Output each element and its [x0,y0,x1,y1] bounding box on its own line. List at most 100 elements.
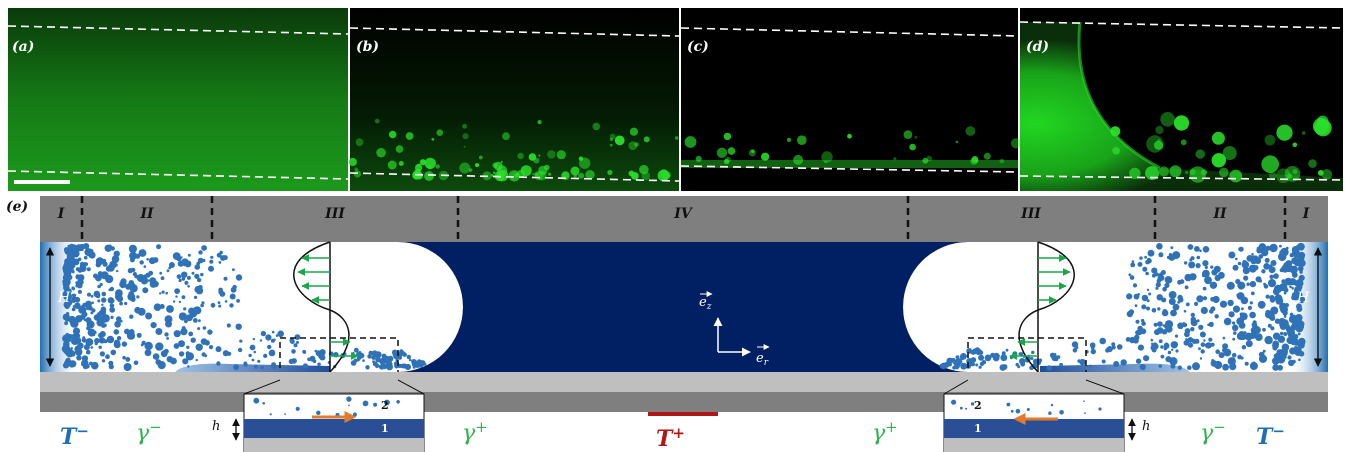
droplet [150,322,157,329]
droplet [1250,255,1256,262]
droplet [101,306,106,311]
inset-droplet [348,404,350,407]
droplet [194,266,197,269]
inset-left-layer-1: 1 [381,422,389,435]
droplet [1296,303,1302,310]
droplet [1185,302,1190,307]
droplet [1228,311,1235,318]
droplet [1204,265,1208,269]
droplet [1246,282,1250,286]
film-right [1040,363,1190,372]
droplet [1251,361,1257,367]
droplet [166,305,174,313]
droplet [116,336,122,341]
inset-droplet [262,402,266,405]
droplet [1267,279,1277,288]
droplet [1276,285,1282,290]
droplet [1038,358,1043,363]
droplet [85,349,91,355]
droplet [185,351,190,356]
droplet [164,315,173,324]
droplet [1256,247,1263,254]
droplet [1132,283,1138,288]
fluorescent-droplet [1317,170,1324,176]
droplet [1137,261,1143,267]
fluorescent-droplet [922,157,929,164]
droplet [1161,309,1169,317]
droplet [1146,306,1150,311]
panel-a-label: (a) [12,39,34,55]
droplet [185,314,193,322]
droplet [1227,357,1236,366]
panel-d: (d) [1019,8,1344,191]
droplet [1202,260,1209,267]
droplet [269,349,275,356]
velocity-profile-right [1009,241,1075,373]
droplet [219,291,226,297]
droplet [98,337,106,344]
droplet [1160,345,1164,349]
droplet [1196,319,1200,323]
fluorescent-droplet [1112,146,1120,155]
droplet [1111,342,1116,347]
droplet [194,295,198,299]
droplet [1210,306,1216,312]
droplet [83,255,88,260]
fluorescent-droplet [570,166,580,176]
droplet [1160,270,1166,275]
droplet [1291,286,1294,290]
fluorescent-droplet [903,130,913,140]
droplet [1155,282,1161,288]
fluorescent-droplet [508,170,520,182]
droplet [1249,280,1257,288]
droplet [142,287,149,294]
droplet [202,326,207,330]
droplet [1143,297,1147,302]
droplet [91,361,99,370]
droplet [1243,331,1247,335]
fluorescent-droplet [1157,138,1161,143]
fluorescent-droplet [544,164,550,171]
droplet [233,364,240,371]
droplet [77,289,82,294]
droplet [111,255,120,263]
droplet [420,362,423,365]
droplet [201,301,205,305]
droplet [63,334,69,340]
droplet [71,264,76,268]
droplet [178,312,187,321]
droplet [184,280,189,285]
inset-droplet [959,406,963,410]
fluorescent-droplet [607,169,613,176]
fluorescent-droplet [614,135,625,146]
fluorescent-droplet [716,147,728,158]
fluorescent-droplet [459,162,471,174]
droplet [178,278,182,283]
fluorescent-droplet [999,158,1005,164]
droplet [1290,265,1298,274]
droplet [275,334,279,337]
droplet [394,350,400,356]
droplet [123,363,132,371]
inset-droplet [970,402,975,406]
droplet [1286,336,1294,345]
droplet [1289,347,1297,355]
droplet [107,297,115,304]
fluorescent-droplet [1261,155,1279,173]
droplet [1158,364,1162,368]
droplet [267,344,272,350]
droplet [218,287,223,293]
inset-right-layer-1: 1 [974,422,982,435]
inset-droplet [284,413,286,415]
droplet [1099,337,1106,345]
droplet [71,307,76,312]
droplet [1031,350,1035,355]
droplet [1297,265,1304,272]
droplet [71,286,75,290]
droplet [168,357,171,361]
gamma-plus-left: γ+ [462,418,488,446]
droplet [1138,330,1142,334]
droplet [408,358,412,362]
droplet [130,282,136,288]
droplet [1164,320,1174,329]
